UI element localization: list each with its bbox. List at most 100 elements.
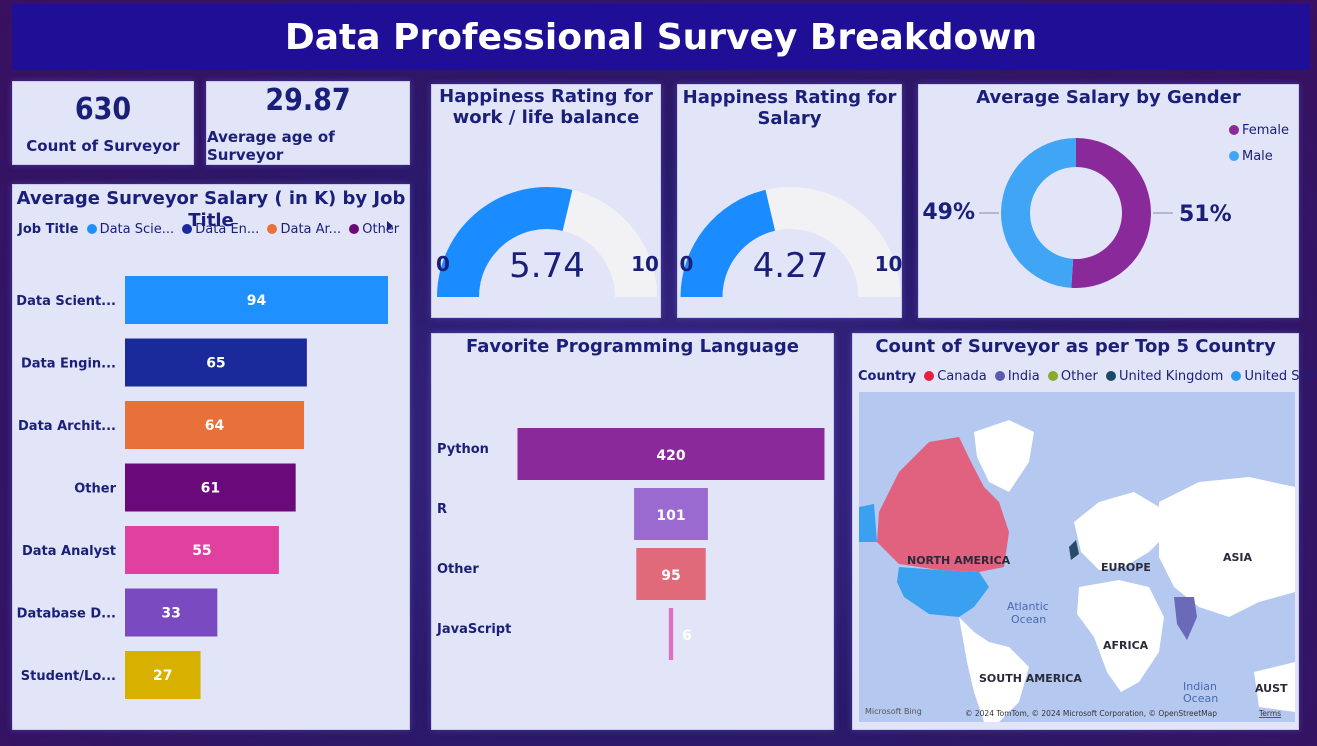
salary-legend-title: Job Title bbox=[18, 222, 79, 237]
legend-label: Male bbox=[1242, 149, 1273, 164]
funnel-value-label: 95 bbox=[661, 568, 680, 584]
funnel-value-label: 101 bbox=[656, 508, 685, 524]
funnel-category-label: JavaScript bbox=[436, 622, 511, 637]
gauge-value: 5.74 bbox=[509, 246, 585, 286]
kpi-count-card[interactable]: 630 Count of Surveyor bbox=[12, 81, 194, 165]
salary-legend: Job Title Data Scie... Data En... Data A… bbox=[18, 222, 403, 237]
language-card[interactable]: Favorite Programming Language Python 420 R… bbox=[431, 333, 834, 730]
country-map-card[interactable]: Count of Surveyor as per Top 5 Country C… bbox=[852, 333, 1317, 730]
salary-bar bbox=[125, 401, 305, 449]
donut-male-pct: 49% bbox=[922, 200, 975, 225]
legend-item-male[interactable]: Male bbox=[1229, 144, 1289, 170]
legend-item[interactable]: Canada bbox=[924, 369, 987, 384]
kpi-age-card[interactable]: 29.87 Average age of Surveyor bbox=[206, 81, 410, 165]
gauge-value: 4.27 bbox=[753, 246, 829, 286]
legend-dot bbox=[1229, 125, 1239, 135]
salary-bar bbox=[125, 651, 201, 699]
legend-label: Other bbox=[1060, 369, 1098, 384]
gauge-salary-title-1: Happiness Rating for bbox=[682, 87, 897, 108]
australia-shape bbox=[1254, 662, 1295, 712]
map-legend: Country Canada India Other United Kingdo… bbox=[858, 369, 1317, 384]
gauge-wlb-title-2: work / life balance bbox=[452, 107, 640, 128]
bar-category-label: Data Analyst bbox=[22, 544, 116, 559]
gender-donut: 51% 49% bbox=[922, 138, 1232, 288]
kpi-count-label: Count of Surveyor bbox=[26, 136, 180, 155]
salary-bar bbox=[125, 526, 279, 574]
gauge-salary-title-2: Salary bbox=[757, 108, 822, 129]
legend-label: Data Ar... bbox=[280, 222, 342, 237]
donut-slice bbox=[1000, 138, 1076, 288]
map-label-south-america: SOUTH AMERICA bbox=[979, 672, 1082, 685]
bar-value-label: 61 bbox=[201, 481, 220, 497]
bar-category-label: Data Archit... bbox=[18, 419, 116, 434]
legend-label: United Kingdom bbox=[1118, 369, 1224, 384]
map-chart-title: Count of Surveyor as per Top 5 Country bbox=[875, 336, 1276, 357]
map-label-north-america: NORTH AMERICA bbox=[907, 554, 1011, 567]
gauge-max: 10 bbox=[875, 252, 903, 276]
gender-card[interactable]: Average Salary by Gender Female Male 51%… bbox=[918, 84, 1299, 318]
legend-dot bbox=[86, 224, 97, 234]
legend-label: Data En... bbox=[195, 222, 260, 237]
funnel-category-label: R bbox=[437, 502, 447, 517]
funnel-category-label: Other bbox=[437, 562, 479, 577]
funnel-value-label: 420 bbox=[656, 448, 685, 464]
funnel-bar bbox=[668, 608, 674, 660]
funnel-bar bbox=[636, 548, 706, 600]
south-america-shape bbox=[959, 617, 1029, 722]
bar-value-label: 65 bbox=[206, 356, 225, 372]
bar-category-label: Other bbox=[74, 482, 116, 497]
gauge-min: 0 bbox=[680, 252, 694, 276]
canada-shape bbox=[877, 437, 1009, 572]
bar-value-label: 27 bbox=[153, 668, 172, 684]
map-copyright: © 2024 TomTom, © 2024 Microsoft Corporat… bbox=[965, 709, 1217, 718]
map-bing-logo: Microsoft Bing bbox=[865, 707, 922, 716]
legend-dot bbox=[1105, 371, 1116, 381]
funnel-value-label: 6 bbox=[682, 628, 692, 644]
greenland-shape bbox=[974, 420, 1034, 492]
legend-item[interactable]: India bbox=[994, 369, 1040, 384]
map-svg: NORTH AMERICA EUROPE ASIA AFRICA SOUTH A… bbox=[859, 420, 1295, 722]
legend-item[interactable]: Other bbox=[1047, 369, 1098, 384]
legend-dot bbox=[1229, 151, 1239, 161]
legend-item[interactable]: Data Scie... bbox=[86, 222, 174, 237]
map-terms-link[interactable]: Terms bbox=[1258, 709, 1281, 718]
funnel-category-label: Python bbox=[437, 442, 489, 457]
map-label-aust: AUST bbox=[1255, 682, 1288, 695]
gauge-wlb-card[interactable]: Happiness Rating for work / life balance… bbox=[431, 84, 661, 318]
legend-label: Other bbox=[362, 222, 400, 237]
donut-female-pct: 51% bbox=[1179, 202, 1232, 227]
bar-category-label: Data Scient... bbox=[16, 294, 116, 309]
usa-shape bbox=[897, 567, 989, 617]
gauge-wlb-title-1: Happiness Rating for bbox=[439, 86, 653, 107]
salary-chart-title: Average Surveyor Salary ( in K) by Job T… bbox=[16, 188, 406, 231]
kpi-age-label: Average age of Surveyor bbox=[207, 127, 335, 164]
asia-shape bbox=[1159, 477, 1295, 617]
map-label-atlantic-1: Atlantic bbox=[1007, 600, 1049, 613]
gender-legend: Female Male bbox=[1229, 118, 1289, 170]
legend-item[interactable]: United States bbox=[1231, 369, 1317, 384]
language-funnel: Python 420 R 101 Other 95 JavaScript 6 bbox=[436, 428, 825, 660]
gauge-min: 0 bbox=[436, 252, 450, 276]
gauge-fill bbox=[680, 189, 776, 297]
world-map[interactable]: NORTH AMERICA EUROPE ASIA AFRICA SOUTH A… bbox=[859, 392, 1295, 722]
legend-item[interactable]: Data En... bbox=[182, 222, 259, 237]
gauge-salary: 4.27 0 10 bbox=[680, 187, 903, 297]
uk-shape bbox=[1069, 540, 1079, 560]
legend-label: Female bbox=[1242, 123, 1290, 138]
salary-by-job-card[interactable]: Average Surveyor Salary ( in K) by Job T… bbox=[12, 184, 410, 730]
bar-category-label: Database D... bbox=[17, 607, 116, 622]
salary-bar-chart: Data Scient... 94 Data Engin... 65 Data Arch… bbox=[16, 276, 388, 699]
india-shape bbox=[1174, 597, 1197, 640]
legend-item[interactable]: Data Ar... bbox=[267, 222, 341, 237]
africa-shape bbox=[1077, 580, 1164, 692]
legend-next-icon[interactable] bbox=[387, 221, 393, 231]
salary-bar bbox=[125, 276, 388, 324]
legend-label: Canada bbox=[937, 369, 987, 384]
legend-item-female[interactable]: Female bbox=[1229, 118, 1289, 144]
legend-dot bbox=[349, 224, 360, 234]
legend-item[interactable]: United Kingdom bbox=[1105, 369, 1224, 384]
gender-chart-title: Average Salary by Gender bbox=[976, 87, 1241, 108]
gauge-salary-card[interactable]: Happiness Rating for Salary 4.27 0 10 bbox=[677, 84, 902, 318]
salary-bar bbox=[125, 338, 307, 387]
dashboard-title: Data Professional Survey Breakdown bbox=[12, 4, 1310, 70]
